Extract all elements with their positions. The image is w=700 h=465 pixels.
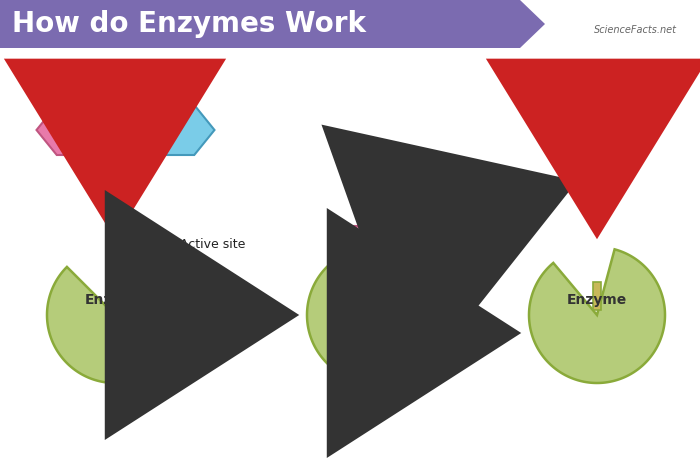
- Text: Enzyme: Enzyme: [567, 293, 627, 307]
- Polygon shape: [47, 249, 183, 383]
- Polygon shape: [340, 226, 376, 260]
- Text: ScienceFacts.net: ScienceFacts.net: [594, 25, 676, 35]
- Polygon shape: [374, 226, 410, 260]
- Text: Product: Product: [575, 125, 641, 140]
- FancyBboxPatch shape: [111, 282, 119, 310]
- Polygon shape: [529, 249, 665, 383]
- Text: Substrates: Substrates: [94, 124, 162, 137]
- FancyBboxPatch shape: [593, 282, 601, 310]
- Text: Enzyme-
Substrate
complex: Enzyme- Substrate complex: [337, 275, 414, 326]
- Polygon shape: [0, 0, 545, 48]
- Polygon shape: [36, 105, 90, 155]
- Polygon shape: [307, 249, 443, 383]
- FancyBboxPatch shape: [371, 282, 379, 310]
- Polygon shape: [160, 105, 214, 155]
- Text: Enzyme: Enzyme: [85, 293, 145, 307]
- Text: How do Enzymes Work: How do Enzymes Work: [12, 10, 366, 38]
- Polygon shape: [570, 88, 646, 176]
- Text: Active site: Active site: [180, 238, 246, 251]
